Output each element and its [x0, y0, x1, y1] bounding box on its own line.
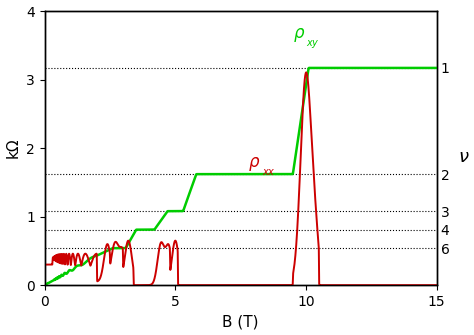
Text: $_{xx}$: $_{xx}$: [262, 164, 275, 178]
Text: $\rho$: $\rho$: [293, 26, 305, 45]
Y-axis label: kΩ: kΩ: [6, 138, 20, 158]
Y-axis label: ν: ν: [458, 148, 468, 166]
X-axis label: B (T): B (T): [222, 315, 259, 329]
Text: $\rho$: $\rho$: [248, 155, 261, 173]
Text: $_{xy}$: $_{xy}$: [306, 37, 320, 51]
